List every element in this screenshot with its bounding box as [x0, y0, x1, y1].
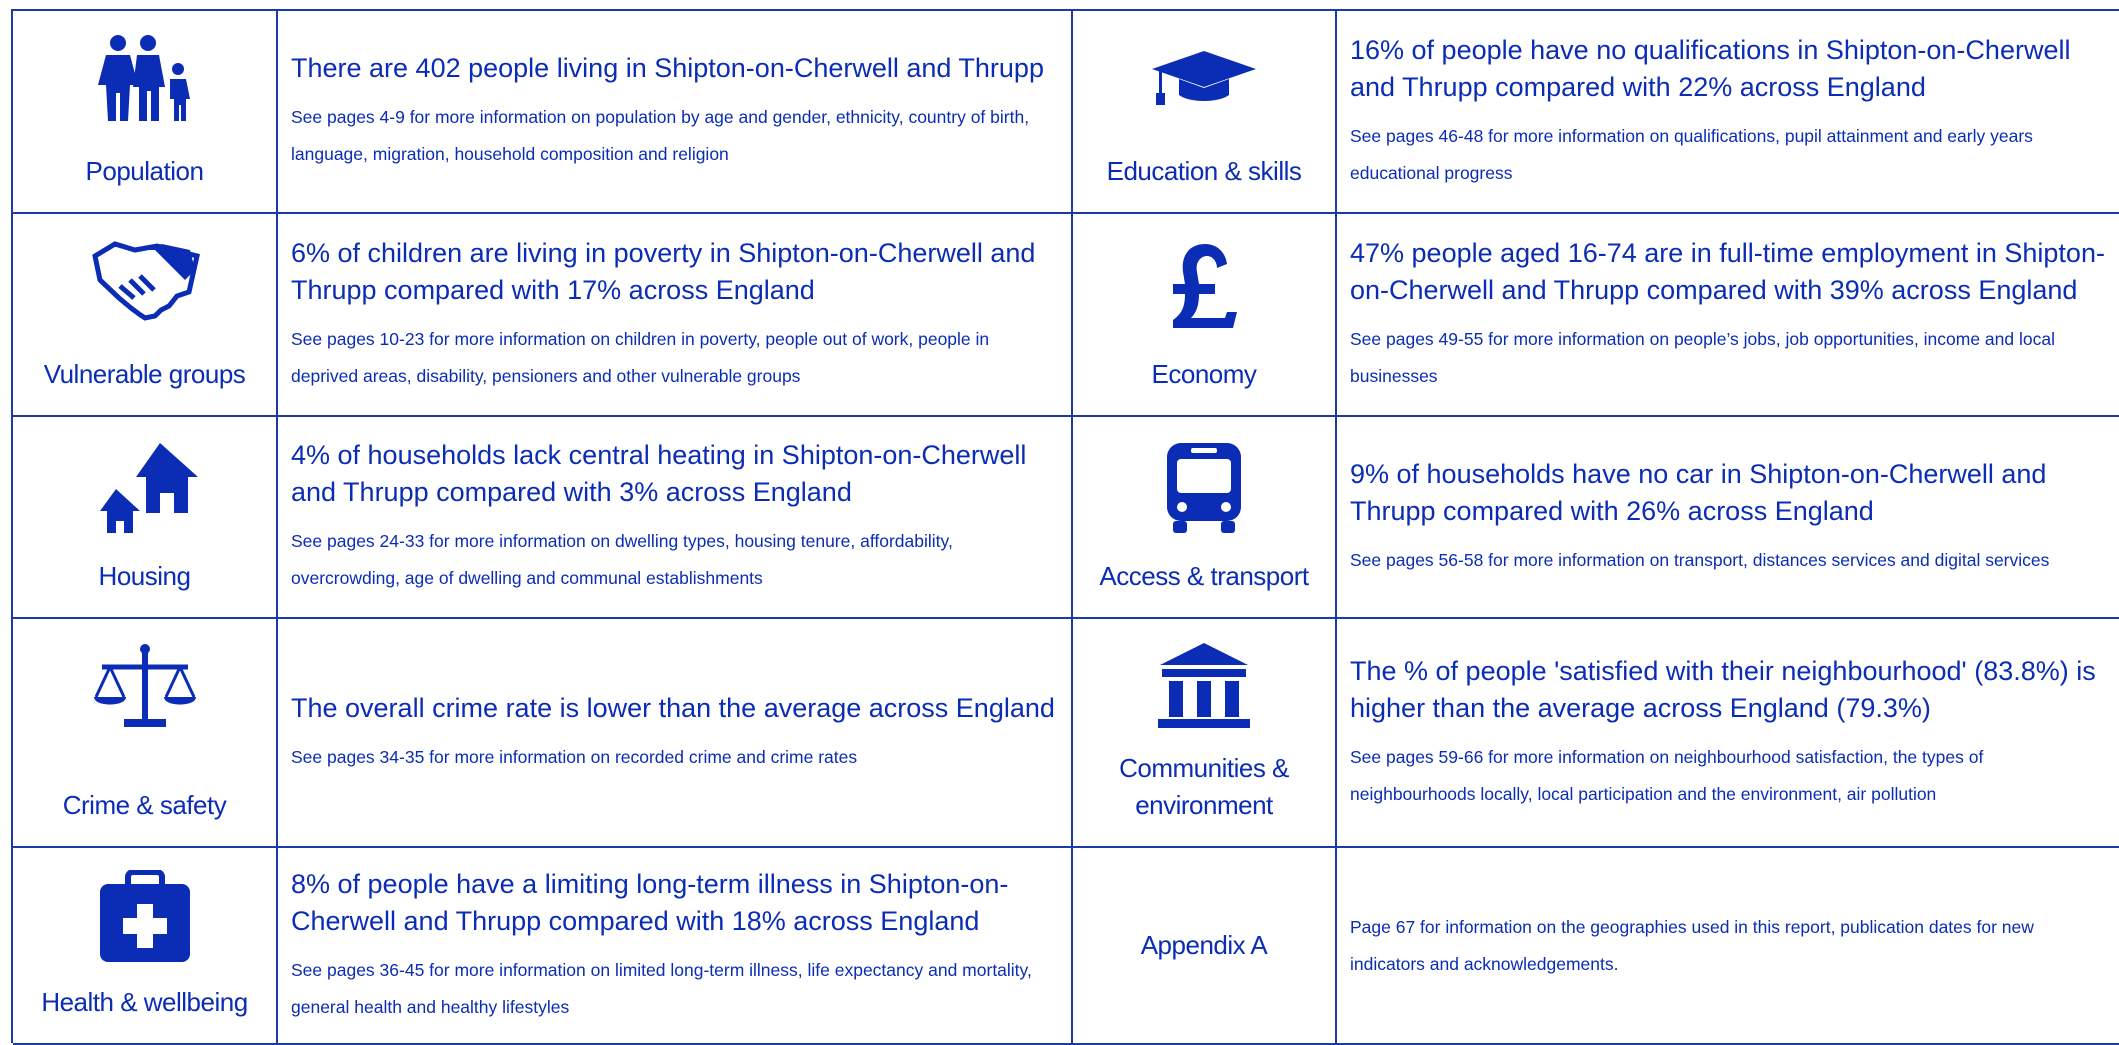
icon-cell: Housing [13, 417, 278, 619]
detail: See pages 34-35 for more information on … [291, 746, 858, 767]
icon-cell: Education & skills [1073, 11, 1337, 214]
icon [1173, 244, 1237, 328]
text-cell: The % of people 'satisfied with their ne… [1337, 619, 2119, 848]
text-cell: There are 402 people living in Shipton-o… [278, 11, 1073, 214]
section-label: Economy [1151, 359, 1257, 389]
section-label: Access & transport [1099, 561, 1309, 591]
detail: See pages 59-66 for more information on … [1350, 746, 1984, 804]
icon [97, 35, 190, 121]
text-cell: The overall crime rate is lower than the… [278, 619, 1073, 848]
icon [91, 241, 200, 321]
headline: 47% people aged 16-74 are in full-time e… [1350, 237, 2105, 305]
icon-cell: Access & transport [1073, 417, 1337, 619]
text-cell: 47% people aged 16-74 are in full-time e… [1337, 214, 2119, 417]
text-cell: 4% of households lack central heating in… [278, 417, 1073, 619]
section-label: Crime & safety [62, 790, 227, 820]
icon [93, 644, 196, 727]
icon [1158, 643, 1250, 728]
icon [1167, 443, 1241, 533]
icon-cell: Crime & safety [13, 619, 278, 848]
detail: See pages 36-45 for more information on … [291, 959, 1032, 1017]
headline: 16% of people have no qualifications in … [1350, 34, 2071, 102]
icon [99, 443, 198, 533]
section-label: Vulnerable groups [43, 359, 246, 389]
detail: See pages 56-58 for more information on … [1350, 549, 2050, 570]
icon [99, 870, 190, 962]
detail: See pages 10-23 for more information on … [291, 328, 990, 386]
section-label: Communities & environment [1119, 753, 1289, 820]
detail: See pages 49-55 for more information on … [1350, 328, 2055, 386]
headline: 4% of households lack central heating in… [291, 440, 1027, 507]
text-cell: 8% of people have a limiting long-term i… [278, 848, 1073, 1045]
icon-cell: Appendix A [1073, 848, 1337, 1045]
headline: The % of people 'satisfied with their ne… [1350, 655, 2096, 723]
icon-cell: Health & wellbeing [13, 848, 278, 1045]
detail: See pages 4-9 for more information on po… [291, 107, 1030, 164]
icon [1152, 51, 1256, 105]
icon-cell: Communities & environment [1073, 619, 1337, 848]
headline: There are 402 people living in Shipton-o… [291, 53, 1044, 83]
section-label: Education & skills [1106, 156, 1302, 186]
headline: 6% of children are living in poverty in … [291, 237, 1036, 305]
headline: The overall crime rate is lower than the… [291, 692, 1055, 723]
detail: Page 67 for information on the geographi… [1350, 916, 2034, 974]
text-cell: 9% of households have no car in Shipton-… [1337, 417, 2119, 619]
text-cell: 6% of children are living in poverty in … [278, 214, 1073, 417]
section-label: Housing [98, 561, 191, 591]
detail: See pages 24-33 for more information on … [291, 531, 953, 588]
icon-cell: Economy [1073, 214, 1337, 417]
section-label: Population [85, 156, 204, 186]
text-cell: 16% of people have no qualifications in … [1337, 11, 2119, 214]
headline: 9% of households have no car in Shipton-… [1350, 458, 2047, 526]
section-label: Health & wellbeing [41, 987, 248, 1017]
headline: 8% of people have a limiting long-term i… [291, 868, 1009, 936]
text-cell: Page 67 for information on the geographi… [1337, 848, 2119, 1045]
section-label: Appendix A [1140, 930, 1268, 960]
icon-cell: Population [13, 11, 278, 214]
detail: See pages 46-48 for more information on … [1350, 125, 2033, 183]
summary-grid: Population There are 402 people living in… [11, 9, 2119, 1045]
icon-cell: Vulnerable groups [13, 214, 278, 417]
